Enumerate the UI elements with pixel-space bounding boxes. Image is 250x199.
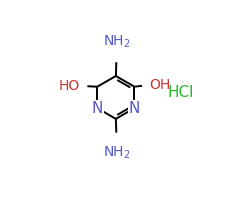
Text: NH$_2$: NH$_2$: [103, 145, 130, 161]
Text: N: N: [92, 101, 103, 116]
Text: HO: HO: [58, 79, 80, 93]
Text: HCl: HCl: [167, 85, 194, 100]
Text: NH$_2$: NH$_2$: [103, 33, 130, 50]
Text: OH: OH: [149, 78, 170, 92]
Text: N: N: [129, 101, 140, 116]
